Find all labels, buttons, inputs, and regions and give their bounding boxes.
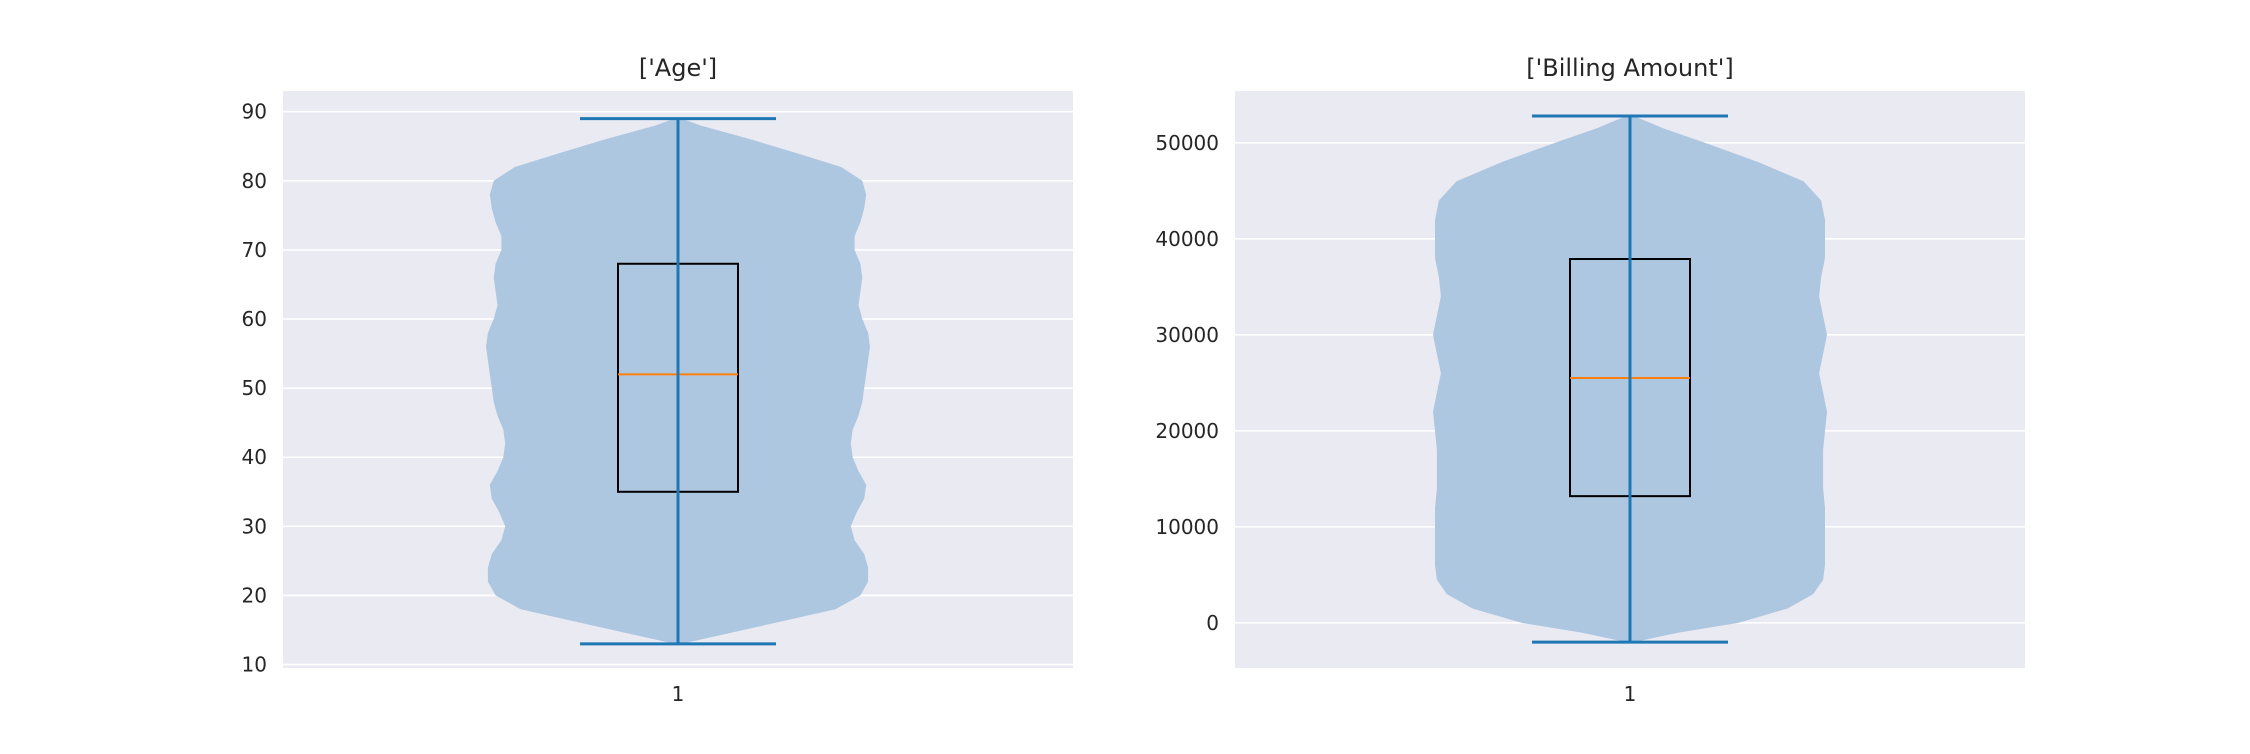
- y-tick-label: 20: [242, 583, 267, 607]
- violin-box-age: [486, 117, 870, 646]
- violin-box-billing: [1433, 114, 1827, 644]
- y-tick-labels-billing: 0 10000 20000 30000 40000 50000: [1155, 131, 1219, 635]
- y-tick-label: 10000: [1155, 515, 1219, 539]
- y-tick-label: 50000: [1155, 131, 1219, 155]
- y-tick-label: 80: [242, 169, 267, 193]
- subplot-age: 10 20 30 40 50 60 70 80 90 ['Age'] 1: [242, 54, 1073, 706]
- chart-title-age: ['Age']: [639, 54, 717, 82]
- y-tick-label: 20000: [1155, 419, 1219, 443]
- y-tick-label: 90: [242, 100, 267, 124]
- y-tick-label: 60: [242, 307, 267, 331]
- y-tick-label: 30000: [1155, 323, 1219, 347]
- y-tick-label: 40000: [1155, 227, 1219, 251]
- y-tick-label: 70: [242, 238, 267, 262]
- y-tick-label: 50: [242, 376, 267, 400]
- x-tick-label-age: 1: [672, 682, 685, 706]
- y-tick-label: 30: [242, 514, 267, 538]
- y-tick-labels-age: 10 20 30 40 50 60 70 80 90: [242, 100, 267, 677]
- chart-title-billing: ['Billing Amount']: [1526, 54, 1733, 82]
- x-tick-label-billing: 1: [1624, 682, 1637, 706]
- y-tick-label: 40: [242, 445, 267, 469]
- subplot-billing-amount: 0 10000 20000 30000 40000 50000 ['Billing Amo…: [1155, 54, 2025, 706]
- y-tick-label: 10: [242, 653, 267, 677]
- y-tick-label: 0: [1206, 611, 1219, 635]
